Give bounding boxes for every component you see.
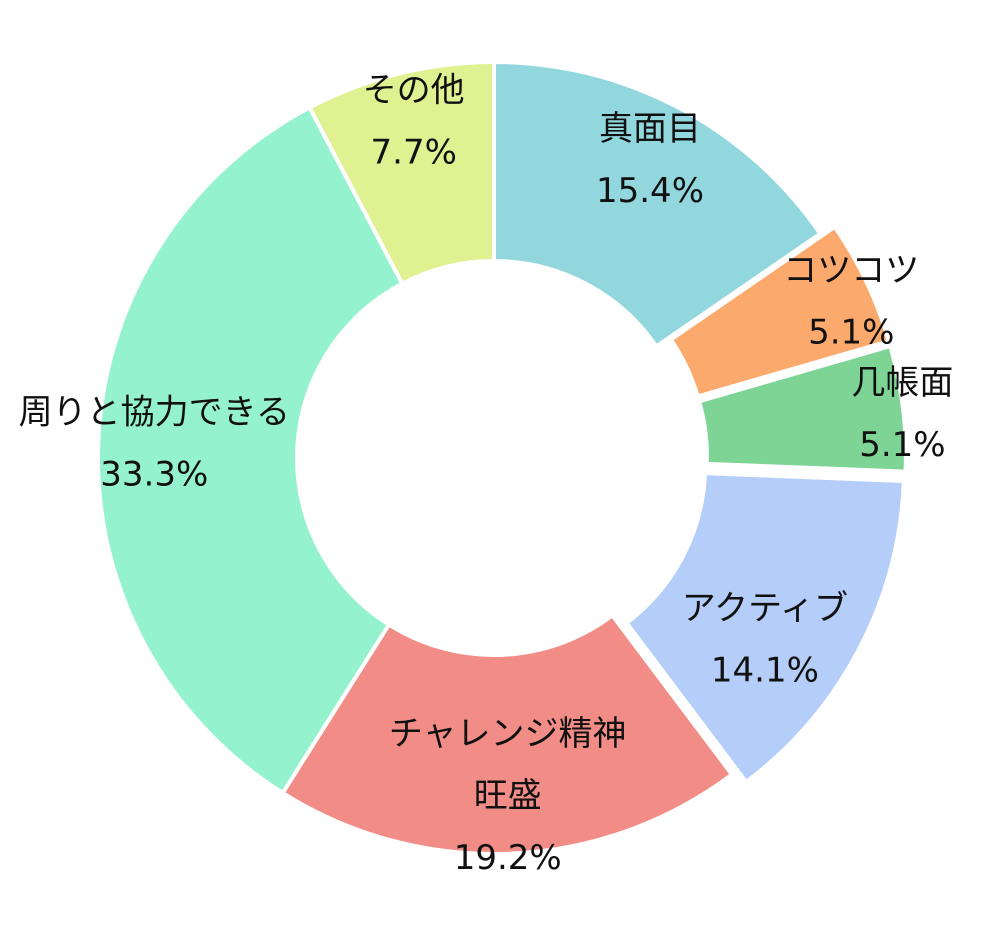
slice-0-value-label: 15.4%: [596, 171, 704, 211]
slice-6-value-label: 7.7%: [371, 132, 457, 172]
labels-layer: 真面目 15.4% コツコツ 5.1% 几帳面 5.1% アクティブ 14.1% チャレンジ精神…: [19, 70, 954, 878]
slice-1-category-label-0: コツコツ: [783, 250, 919, 290]
slice-2-value-label: 5.1%: [859, 425, 945, 465]
slice-5-value-label: 33.3%: [100, 454, 208, 494]
slice-6-category-label-0: その他: [363, 70, 465, 110]
slice-3: [624, 471, 906, 784]
slices-layer: [96, 60, 908, 856]
slice-4: [280, 613, 734, 856]
slice-2: [697, 344, 908, 474]
slice-4-value-label: 19.2%: [454, 838, 562, 878]
slice-1: [668, 224, 891, 399]
slice-5-category-label-0: 周りと協力できる: [19, 392, 290, 432]
slice-4-category-label-1: 旺盛: [474, 776, 542, 816]
slice-5: [96, 105, 405, 795]
slice-0-category-label-0: 真面目: [599, 109, 701, 149]
slice-4-category-label-0: チャレンジ精神: [389, 714, 627, 754]
slice-1-value-label: 5.1%: [808, 312, 894, 352]
slice-2-category-label-0: 几帳面: [851, 363, 953, 403]
slice-0: [492, 60, 823, 349]
slice-6: [307, 60, 496, 286]
slice-3-category-label-0: アクティブ: [682, 588, 848, 628]
slice-3-value-label: 14.1%: [711, 650, 819, 690]
